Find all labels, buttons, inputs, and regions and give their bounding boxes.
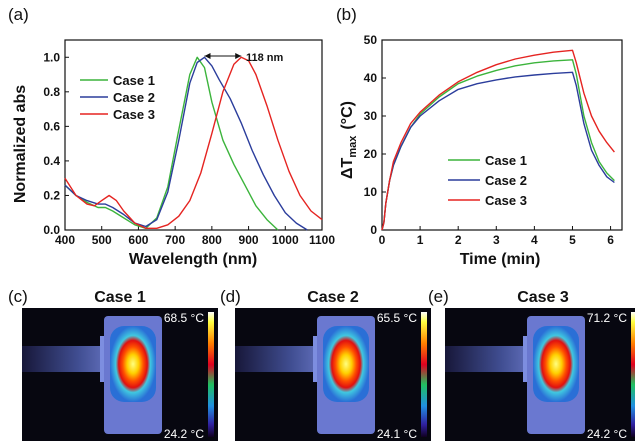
x-tick-label: 5 (569, 233, 576, 247)
legend-label-2: Case 2 (113, 90, 155, 105)
x-tick-label: 4 (531, 233, 538, 247)
svg-text:ΔTmax(°C): ΔTmax (°C) (339, 101, 359, 179)
y-tick-label: 0.0 (43, 223, 60, 237)
ylabel-unit: (°C) (339, 101, 356, 130)
color-scale-bar (208, 312, 214, 437)
hot-spot (323, 326, 369, 402)
panel-label-a: (a) (8, 5, 29, 24)
x-tick-label: 700 (165, 233, 185, 247)
color-scale-bar (631, 312, 635, 437)
holder-rod (445, 346, 525, 372)
y-tick-label: 0.4 (43, 154, 60, 168)
x-tick-label: 1100 (309, 233, 335, 247)
thermal-panel-2: (d) Case 2 65.5 °C 24.1 °C (220, 287, 431, 441)
y-tick-label: 0 (370, 223, 377, 237)
x-tick-label: 1 (417, 233, 424, 247)
chart-a-xlabel: Wavelength (nm) (129, 251, 257, 268)
thermal-images: (c) Case 1 68.5 °C 24.2 °C (d) Case 2 65.5 °C 2… (8, 287, 635, 441)
chart-b-ylabel: ΔTmax (°C) (339, 101, 359, 179)
legend-label-3: Case 3 (485, 193, 527, 208)
series-line-3 (381, 49, 615, 231)
color-scale-bar (421, 312, 427, 437)
y-tick-label: 10 (364, 185, 378, 199)
y-tick-label: 20 (364, 147, 378, 161)
thermal-title: Case 1 (94, 289, 146, 306)
arrow-head-left (204, 53, 211, 59)
temp-min-label: 24.1 °C (377, 427, 417, 441)
holder-rod (22, 346, 102, 372)
thermal-panel-label: (c) (8, 287, 28, 306)
legend-label-2: Case 2 (485, 173, 527, 188)
thermal-panel-label: (d) (220, 287, 241, 306)
ylabel-main: ΔT (339, 157, 356, 179)
x-tick-label: 800 (202, 233, 222, 247)
x-tick-label: 400 (55, 233, 75, 247)
temp-max-label: 65.5 °C (377, 311, 417, 325)
x-tick-label: 6 (607, 233, 614, 247)
panel-label-b: (b) (336, 5, 357, 24)
x-tick-label: 1000 (272, 233, 299, 247)
thermal-panel-3: (e) Case 3 71.2 °C 24.2 °C (428, 287, 635, 441)
temp-min-label: 24.2 °C (164, 427, 204, 441)
plot-frame (64, 39, 323, 231)
arrow-head-right (235, 53, 242, 59)
thermal-title: Case 3 (517, 289, 569, 306)
thermal-title: Case 2 (307, 289, 359, 306)
series-line-3 (64, 56, 323, 229)
ylabel-sub: max (347, 135, 359, 158)
thermal-panel-1: (c) Case 1 68.5 °C 24.2 °C (8, 287, 218, 441)
temp-max-label: 68.5 °C (164, 311, 204, 325)
series-line-1 (64, 56, 279, 231)
x-tick-label: 2 (455, 233, 462, 247)
x-tick-label: 900 (239, 233, 259, 247)
y-tick-label: 40 (364, 71, 378, 85)
y-tick-label: 0.6 (43, 119, 60, 133)
y-tick-label: 0.8 (43, 85, 60, 99)
chart-temperature: 0 1 2 3 4 5 6 0 10 20 30 40 50 Case 1 Case 2 Case 3 (364, 33, 623, 247)
thermal-panel-label: (e) (428, 287, 449, 306)
x-tick-label: 600 (128, 233, 148, 247)
temp-min-label: 24.2 °C (587, 427, 627, 441)
hot-spot (110, 326, 156, 402)
legend-label-3: Case 3 (113, 107, 155, 122)
annotation-118nm: 118 nm (246, 52, 284, 64)
series-line-2 (64, 56, 308, 231)
chart-a-ylabel: Normalized abs (12, 85, 29, 203)
holder-rod (235, 346, 315, 372)
plot-frame (381, 39, 623, 231)
legend-label-1: Case 1 (485, 153, 527, 168)
temp-max-label: 71.2 °C (587, 311, 627, 325)
y-tick-label: 50 (364, 33, 378, 47)
legend-label-1: Case 1 (113, 73, 155, 88)
hot-spot (533, 326, 579, 402)
chart-absorbance: 400 500 600 700 800 900 1000 1100 0.0 0.2 0.4 0.6 0.… (43, 39, 335, 247)
x-tick-label: 0 (379, 233, 386, 247)
chart-b-xlabel: Time (min) (460, 251, 541, 268)
x-tick-label: 500 (92, 233, 112, 247)
y-tick-label: 0.2 (43, 188, 60, 202)
x-tick-label: 3 (493, 233, 500, 247)
y-tick-label: 1.0 (43, 50, 60, 64)
y-tick-label: 30 (364, 109, 378, 123)
